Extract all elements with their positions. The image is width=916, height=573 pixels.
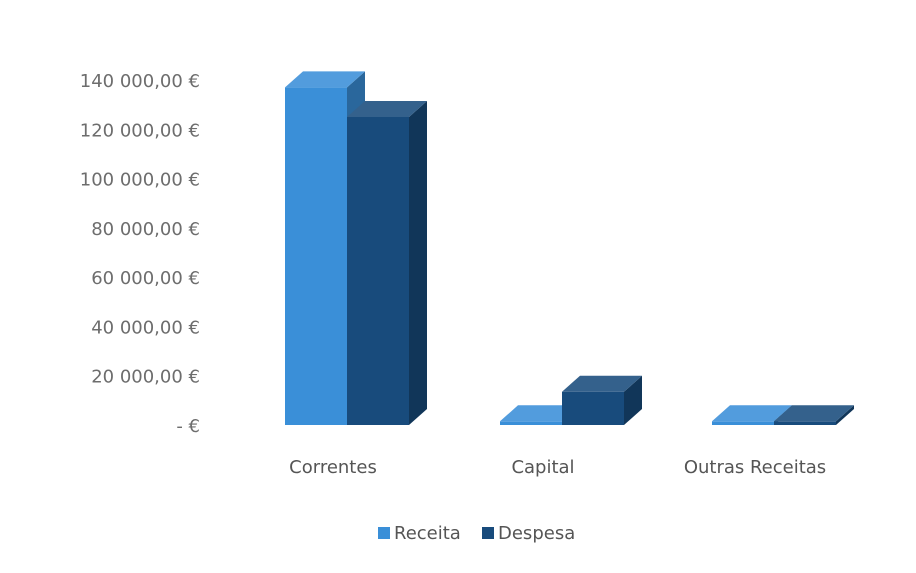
y-tick-label: 60 000,00 € [91,268,200,289]
x-axis: Correntes Capital Outras Receitas [289,457,826,478]
bar-despesa-2 [774,405,854,425]
bar-side-face [409,100,427,425]
bar-top-face [347,100,427,117]
bar-top-face [712,405,792,422]
bar-front-face [712,421,774,425]
bar-despesa-1 [562,375,642,425]
x-category-label: Correntes [289,457,377,478]
y-tick-label: 100 000,00 € [80,170,200,191]
y-tick-label: 40 000,00 € [91,317,200,338]
bar-top-face [500,405,580,422]
x-category-label: Outras Receitas [684,457,826,478]
bar-front-face [500,421,562,425]
y-tick-label: 120 000,00 € [80,120,200,141]
legend-item-receita: Receita [378,523,461,544]
bar-despesa-0 [347,100,427,425]
y-tick-label: 80 000,00 € [91,219,200,240]
x-category-label: Capital [511,457,574,478]
y-axis: - € 20 000,00 € 40 000,00 € 60 000,00 € 80 0… [80,71,200,437]
bars-group [285,71,854,426]
legend-label: Receita [394,523,461,544]
bar-side-face [836,405,854,425]
bar-front-face [774,421,836,425]
bar-top-face [562,375,642,392]
y-tick-label: 20 000,00 € [91,367,200,388]
legend-item-despesa: Despesa [482,523,575,544]
bar-front-face [285,87,347,426]
bar-side-face [624,375,642,425]
legend-label: Despesa [498,523,575,544]
bar-front-face [562,391,624,425]
bar-front-face [347,116,409,425]
legend: Receita Despesa [378,523,575,544]
bar-top-face [774,405,854,422]
legend-swatch [378,527,390,539]
legend-swatch [482,527,494,539]
bar-top-face [285,71,365,88]
y-tick-label: 140 000,00 € [80,71,200,92]
y-tick-label: - € [176,416,200,437]
